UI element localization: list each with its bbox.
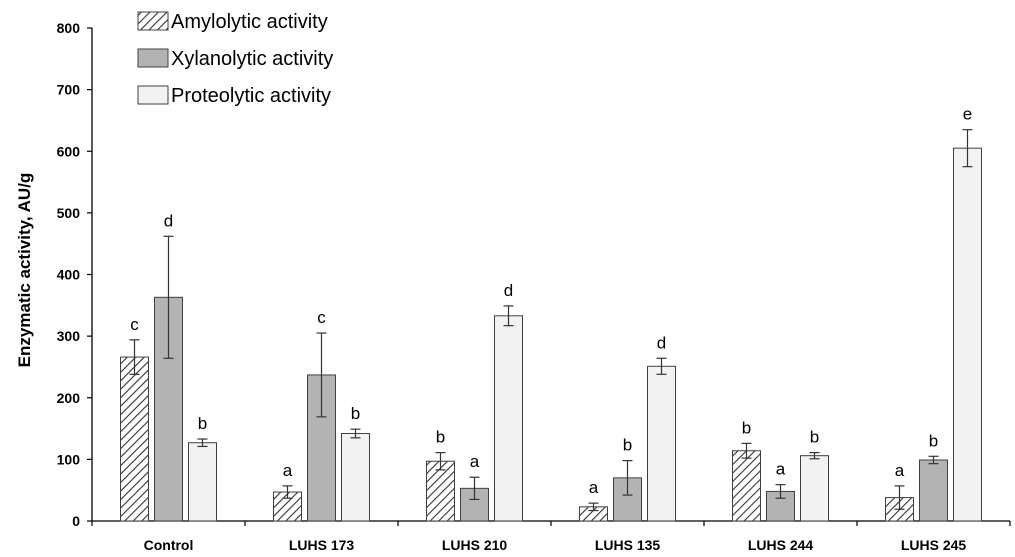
bar [953, 147, 982, 522]
significance-letter: b [436, 428, 445, 447]
legend-swatch [137, 11, 169, 31]
significance-letter: e [963, 105, 972, 124]
legend-swatch [137, 48, 169, 68]
legend-label: Proteolytic activity [171, 85, 331, 107]
bar [494, 315, 523, 522]
significance-letter: b [929, 431, 938, 450]
significance-letter: d [657, 333, 666, 352]
significance-letter: b [198, 414, 207, 433]
significance-letter: a [776, 460, 786, 479]
y-tick-label: 200 [57, 390, 81, 406]
bar [800, 455, 829, 522]
x-tick-label: LUHS 244 [748, 537, 814, 553]
x-tick-label: LUHS 210 [442, 537, 508, 553]
y-tick-label: 700 [57, 82, 81, 98]
significance-letter: a [283, 461, 293, 480]
y-tick-label: 0 [72, 513, 80, 529]
bar [341, 432, 370, 522]
significance-letter: a [470, 452, 480, 471]
bar [919, 459, 948, 522]
y-tick-label: 500 [57, 205, 81, 221]
x-tick-label: LUHS 173 [289, 537, 355, 553]
bar [426, 460, 455, 522]
legend-label: Xylanolytic activity [171, 48, 333, 70]
significance-letter: d [164, 211, 173, 230]
legend-swatch [137, 85, 169, 105]
x-tick-label: LUHS 135 [595, 537, 661, 553]
legend-label: Amylolytic activity [171, 11, 328, 33]
y-tick-label: 400 [57, 267, 81, 283]
significance-letter: b [623, 436, 632, 455]
y-tick-label: 100 [57, 451, 81, 467]
significance-letter: d [504, 281, 513, 300]
significance-letter: b [810, 428, 819, 447]
y-tick-label: 300 [57, 328, 81, 344]
y-axis-title: Enzymatic activity, AU/g [15, 173, 34, 368]
y-tick-label: 600 [57, 143, 81, 159]
significance-letter: a [895, 461, 905, 480]
bar [188, 442, 217, 522]
significance-letter: c [317, 308, 326, 327]
x-tick-label: LUHS 245 [901, 537, 967, 553]
bar [647, 365, 676, 522]
significance-letter: b [742, 418, 751, 437]
significance-letter: a [589, 478, 599, 497]
y-tick-label: 800 [57, 20, 81, 36]
bar [120, 356, 149, 522]
x-tick-label: Control [144, 537, 194, 553]
significance-letter: c [130, 315, 139, 334]
significance-letter: b [351, 404, 360, 423]
bar [732, 450, 761, 522]
